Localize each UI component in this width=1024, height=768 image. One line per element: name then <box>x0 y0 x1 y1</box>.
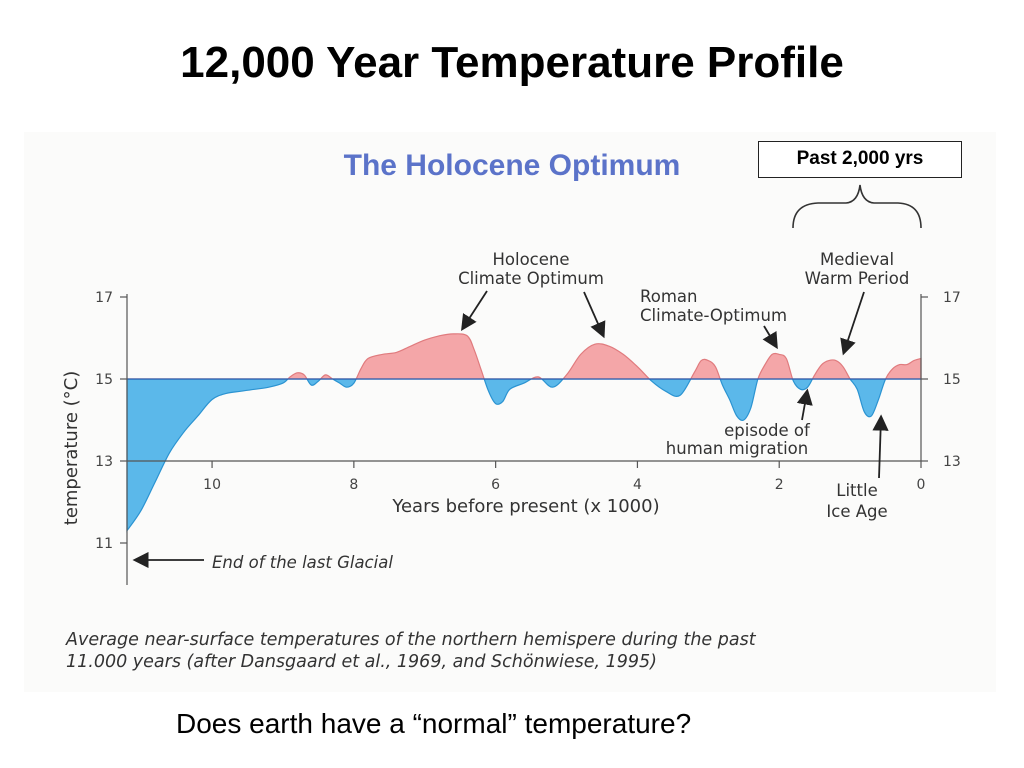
annotation-holocene-line2: Climate Optimum <box>458 269 604 288</box>
annotation-roman: Roman Climate-Optimum <box>640 287 787 325</box>
warm-anomaly-area <box>126 333 922 379</box>
slide-title: 12,000 Year Temperature Profile <box>180 38 844 87</box>
caption-line2: 11.000 years (after Dansgaard et al., 19… <box>66 652 657 672</box>
y-tick-label-left-11: 11 <box>95 536 113 552</box>
annotation-little-ice-age: Little Ice Age <box>826 481 887 521</box>
y-tick-label-right-17: 17 <box>943 290 961 306</box>
axes: 17 15 13 11 17 15 13 10 8 6 4 2 0 <box>95 290 961 585</box>
annotation-roman-line1: Roman <box>640 287 697 306</box>
x-tick-label-6: 6 <box>491 477 500 493</box>
y-tick-label-right-13: 13 <box>943 454 961 470</box>
slide-question: Does earth have a “normal” temperature? <box>176 708 692 739</box>
y-axis-label: temperature (°C) <box>61 371 82 525</box>
caption-line1: Average near-surface temperatures of the… <box>65 630 757 650</box>
arrow-medieval <box>840 291 865 356</box>
temperature-area <box>126 333 922 533</box>
x-tick-label-0: 0 <box>917 477 926 493</box>
arrow-holocene-2 <box>583 291 606 339</box>
chart-title: The Holocene Optimum <box>344 149 681 182</box>
past-2000-callout: Past 2,000 yrs <box>758 141 962 178</box>
y-tick-label-right-15: 15 <box>943 372 961 388</box>
arrow-roman <box>762 325 778 350</box>
arrow-holocene <box>461 290 488 332</box>
x-tick-label-4: 4 <box>633 477 642 493</box>
cold-anomaly-area <box>126 379 922 533</box>
annotation-medieval-line2: Warm Period <box>805 269 910 288</box>
annotation-glacial: End of the last Glacial <box>212 553 393 572</box>
y-tick-label-left-13: 13 <box>95 454 113 470</box>
x-axis-label: Years before present (x 1000) <box>391 496 659 517</box>
y-tick-label-left-15: 15 <box>95 372 113 388</box>
y-tick-label-left-17: 17 <box>95 290 113 306</box>
x-tick-label-10: 10 <box>203 477 221 493</box>
annotation-holocene: Holocene Climate Optimum <box>458 250 604 288</box>
annotation-migration-line1: episode of <box>724 421 811 440</box>
past-2000-brace <box>792 184 922 229</box>
annotation-migration-line2: human migration <box>666 439 808 458</box>
x-tick-label-2: 2 <box>775 477 784 493</box>
annotation-holocene-line1: Holocene <box>492 250 569 269</box>
annotation-migration: episode of human migration <box>666 421 811 458</box>
arrow-little-ice-age <box>872 414 889 479</box>
annotation-arrows <box>132 290 889 569</box>
annotation-roman-line2: Climate-Optimum <box>640 306 787 325</box>
x-tick-label-8: 8 <box>349 477 358 493</box>
annotation-lia-line2: Ice Age <box>826 502 887 521</box>
annotation-medieval-line1: Medieval <box>820 250 894 269</box>
annotation-glacial-text: End of the last Glacial <box>212 553 393 572</box>
annotation-medieval: Medieval Warm Period <box>805 250 910 288</box>
annotation-lia-line1: Little <box>836 481 877 500</box>
arrow-migration <box>796 388 813 421</box>
